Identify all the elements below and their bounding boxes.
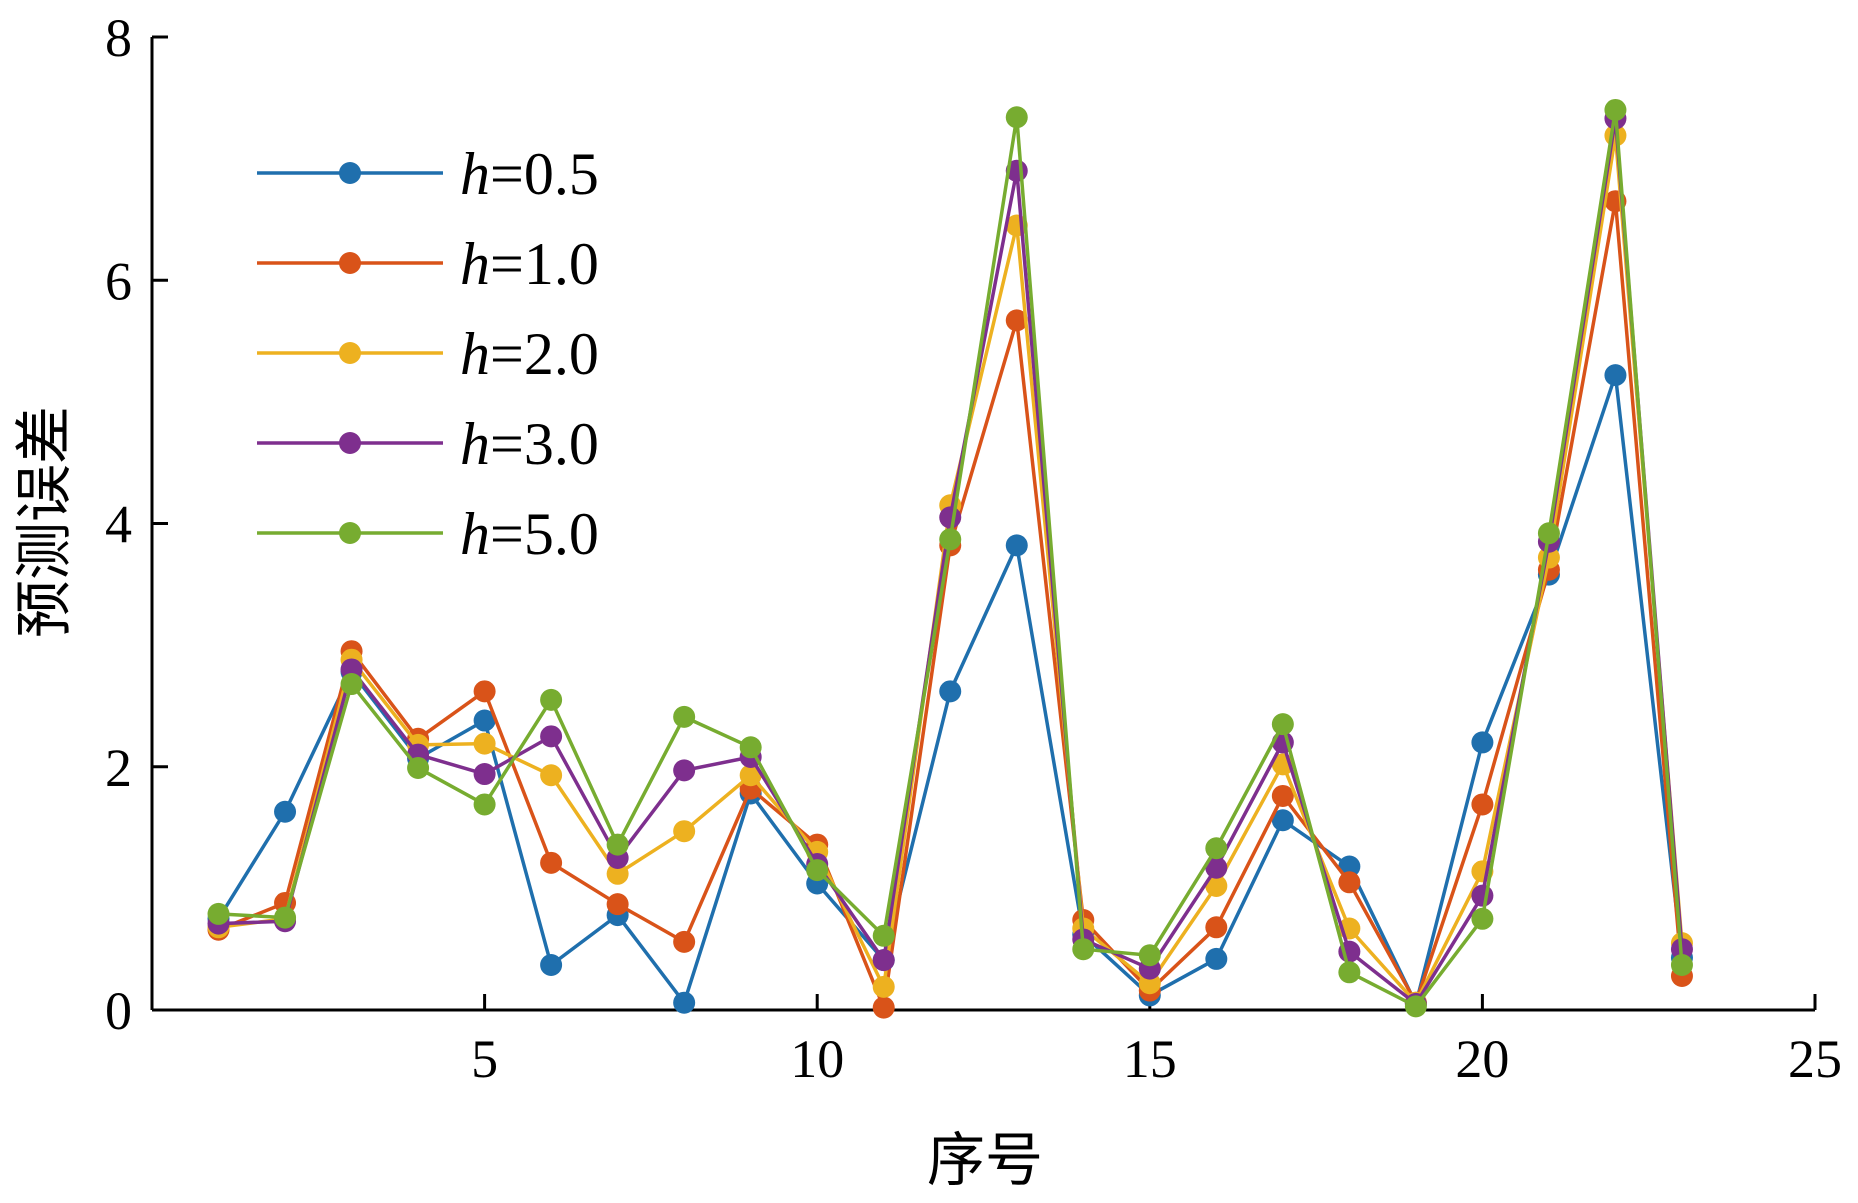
y-tick-label: 6	[105, 251, 132, 311]
data-point	[673, 759, 696, 782]
data-point	[540, 688, 563, 711]
data-point	[274, 800, 297, 823]
data-point	[939, 680, 962, 703]
legend-label: h=3.0	[460, 411, 599, 477]
x-tick-label: 20	[1455, 1029, 1509, 1089]
x-tick-label: 5	[471, 1029, 498, 1089]
data-point	[1005, 309, 1028, 332]
legend-marker	[339, 432, 361, 454]
axes: 5 10 15 20 25 0 2 4 6 8	[105, 8, 1842, 1089]
data-point	[540, 851, 563, 874]
series-layer	[207, 98, 1693, 1019]
data-point	[1338, 871, 1361, 894]
data-point	[939, 506, 962, 529]
data-point	[274, 906, 297, 929]
data-point	[473, 709, 496, 732]
y-axis-label: 预测误差	[10, 406, 78, 638]
data-point	[1205, 916, 1228, 939]
data-point	[1205, 856, 1228, 879]
legend-marker	[339, 162, 361, 184]
series-4	[207, 98, 1693, 1018]
data-point	[806, 859, 829, 882]
series-line	[218, 133, 1684, 1005]
data-point	[1072, 938, 1095, 961]
legend: h=0.5 h=1.0 h=2.0 h=3.0 h=5.0	[257, 141, 599, 567]
data-point	[1205, 837, 1228, 860]
series-line	[217, 199, 1684, 1010]
data-point	[1604, 364, 1627, 387]
data-point	[1471, 731, 1494, 754]
data-point	[1338, 961, 1361, 984]
y-tick-label: 8	[105, 8, 132, 68]
data-point	[1471, 884, 1494, 907]
data-point	[1205, 947, 1228, 970]
data-point	[1338, 855, 1361, 878]
data-point	[1537, 522, 1560, 545]
data-point	[673, 930, 696, 953]
data-point	[606, 862, 629, 885]
legend-marker	[339, 342, 361, 364]
series-line	[218, 116, 1684, 1006]
y-tick-label: 0	[105, 981, 132, 1041]
data-point	[872, 975, 895, 998]
data-point	[1005, 534, 1028, 557]
data-point	[739, 736, 762, 759]
data-point	[540, 725, 563, 748]
data-point	[606, 893, 629, 916]
series-line	[218, 108, 1684, 1009]
data-point	[473, 793, 496, 816]
data-point	[1138, 944, 1161, 967]
data-point	[872, 996, 895, 1019]
legend-label: h=5.0	[460, 501, 599, 567]
data-point	[340, 673, 363, 696]
legend-item: h=5.0	[257, 501, 599, 567]
data-point	[1205, 874, 1228, 897]
data-point	[1271, 713, 1294, 736]
data-point	[473, 732, 496, 755]
data-point	[1404, 995, 1427, 1018]
x-tick-label: 15	[1123, 1029, 1177, 1089]
data-point	[207, 902, 230, 925]
y-tick-label: 2	[105, 738, 132, 798]
data-point	[407, 756, 430, 779]
data-point	[540, 764, 563, 787]
x-axis-label: 序号	[927, 1126, 1043, 1194]
data-point	[939, 528, 962, 551]
legend-label: h=0.5	[460, 141, 599, 207]
data-point	[1471, 793, 1494, 816]
legend-marker	[339, 522, 361, 544]
data-point	[739, 764, 762, 787]
series-3	[207, 107, 1693, 1015]
data-point	[872, 949, 895, 972]
data-point	[473, 680, 496, 703]
legend-item: h=3.0	[257, 411, 599, 477]
y-tick-label: 4	[105, 495, 132, 555]
data-point	[1271, 809, 1294, 832]
legend-item: h=0.5	[257, 141, 599, 207]
series-2	[207, 124, 1693, 1014]
x-tick-label: 25	[1788, 1029, 1842, 1089]
data-point	[673, 820, 696, 843]
legend-item: h=1.0	[257, 231, 599, 297]
legend-label: h=1.0	[460, 231, 599, 297]
data-point	[540, 953, 563, 976]
legend-marker	[339, 252, 361, 274]
legend-item: h=2.0	[257, 321, 599, 387]
legend-label: h=2.0	[460, 321, 599, 387]
data-point	[1005, 106, 1028, 129]
data-point	[1604, 98, 1627, 121]
data-point	[872, 924, 895, 947]
data-point	[673, 705, 696, 728]
x-tick-label: 10	[790, 1029, 844, 1089]
data-point	[473, 763, 496, 786]
data-point	[1471, 907, 1494, 930]
data-point	[606, 833, 629, 856]
data-point	[1670, 953, 1693, 976]
data-point	[1271, 784, 1294, 807]
data-point	[673, 991, 696, 1014]
